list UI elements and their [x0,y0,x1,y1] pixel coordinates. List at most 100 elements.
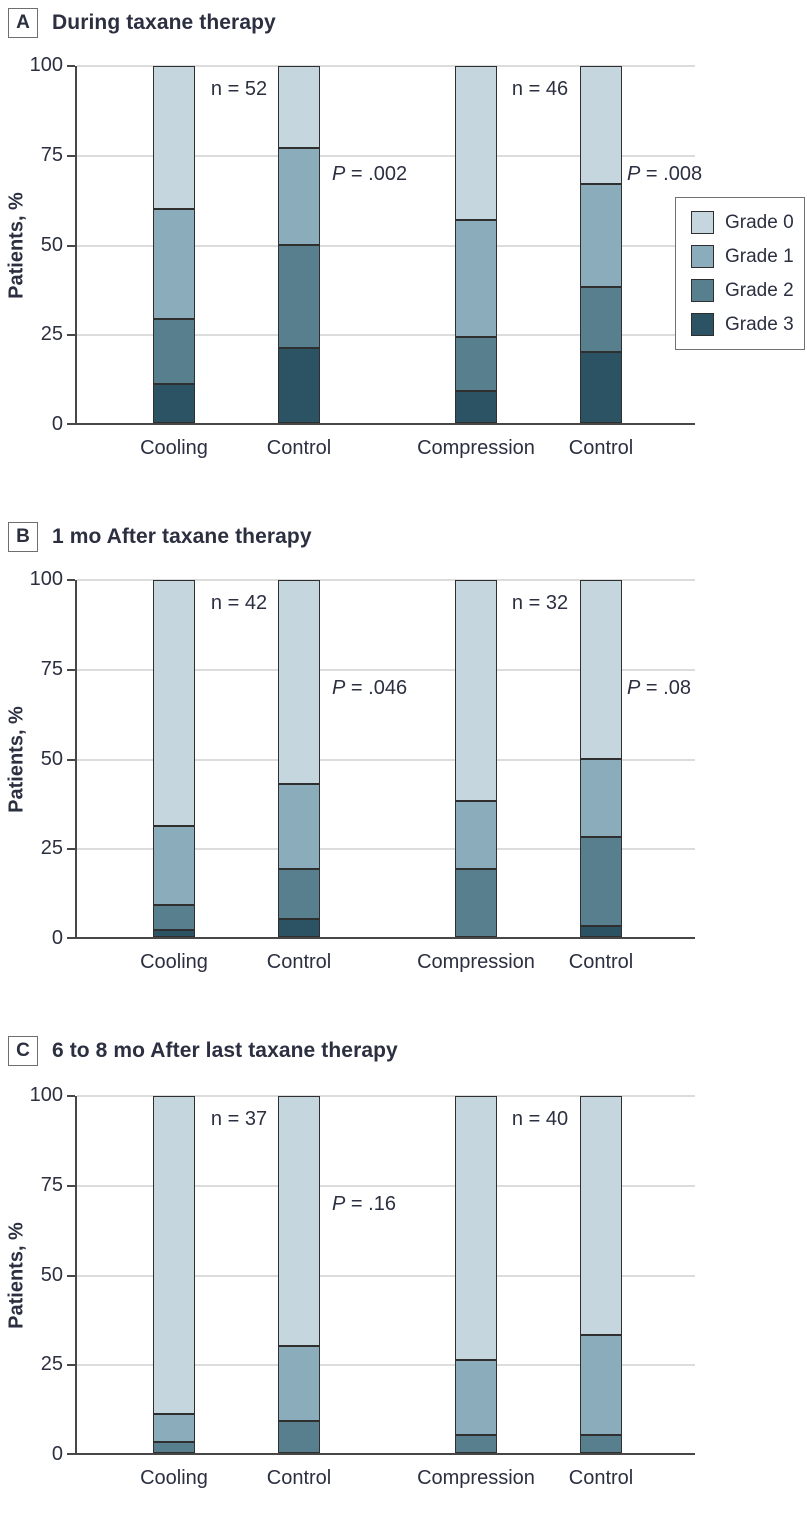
segment-grade-0 [455,66,497,220]
tick-mark-0-b [67,937,75,939]
legend-label-grade-1: Grade 1 [725,245,794,267]
tick-label-0-b: 0 [51,927,63,949]
tick-mark-25-a [67,334,75,337]
n-label-1-b: n = 42 [210,592,268,614]
segment-grade-1 [153,1413,195,1443]
legend-label-grade-3: Grade 3 [725,313,794,335]
segment-grade-1 [278,1345,320,1421]
tick-label-75-a: 75 [40,143,63,166]
gridline-100-a [77,65,695,67]
tick-label-100-b: 100 [29,568,63,590]
segment-grade-1 [278,148,320,245]
p-value-label-1-a: P = .002 [332,163,408,185]
tick-mark-75-b [67,668,75,671]
segment-grade-0 [455,580,497,802]
bar-control-pair2-b [580,580,622,937]
category-label-control-b: Control [568,951,634,973]
tick-label-50-b: 50 [40,747,63,770]
segment-grade-3 [580,351,622,423]
segment-grade-1 [455,219,497,338]
category-label-control-a: Control [266,437,332,459]
segment-grade-1 [153,208,195,320]
gridline-100-c [77,1095,695,1097]
tick-label-0-a: 0 [51,413,63,435]
tick-label-100-a: 100 [29,54,63,76]
segment-grade-0 [153,1096,195,1414]
tick-label-75-b: 75 [40,657,63,680]
segment-grade-1 [278,783,320,870]
tick-label-25-b: 25 [40,837,63,860]
panel-title-c: 6 to 8 mo After last taxane therapy [52,1039,398,1062]
category-label-control-a: Control [568,437,634,459]
gridline-25-b [77,848,695,851]
p-value-label-2-b: P = .08 [627,677,691,699]
segment-grade-0 [153,580,195,827]
bar-control-pair1-c [278,1096,320,1453]
segment-grade-2 [153,1442,195,1453]
panel-header-c: C 6 to 8 mo After last taxane therapy [8,1036,398,1066]
p-italic: P [332,677,346,699]
n-label-2-b: n = 32 [511,592,569,614]
segment-grade-0 [278,1096,320,1346]
gridline-50-c [77,1274,695,1277]
panel-letter-a: A [8,8,38,38]
bar-cooling-pair1-b [153,580,195,937]
panel-header-a: A During taxane therapy [8,8,276,38]
gridline-100-b [77,579,695,581]
plot-area-a: 0 25 50 75 100 Cooling Control Compression Contr… [30,54,702,459]
bar-cooling-pair1-c [153,1096,195,1453]
category-label-control-b: Control [266,951,332,973]
panel-header-b: B 1 mo After taxane therapy [8,522,312,552]
legend-label-grade-0: Grade 0 [725,211,794,233]
segment-grade-2 [153,904,195,930]
segment-grade-2 [580,1435,622,1453]
gridline-50-b [77,758,695,761]
n-label-2-a: n = 46 [511,78,569,100]
p-value-label-1-c: P = .16 [332,1193,396,1215]
segment-grade-1 [455,1360,497,1436]
panel-letter-b: B [8,522,38,552]
bar-control-pair1-a [278,66,320,423]
legend-swatch-grade-2 [691,279,714,302]
segment-grade-3 [278,919,320,937]
segment-grade-1 [580,183,622,288]
n-label-1-a: n = 52 [210,78,268,100]
gridline-25-a [77,334,695,337]
legend-label-grade-2: Grade 2 [725,279,794,301]
legend: Grade 0 Grade 1 Grade 2 Grade 3 [675,197,805,350]
tick-label-75-c: 75 [40,1173,63,1196]
tick-label-50-a: 50 [40,233,63,256]
tick-mark-25-c [67,1364,75,1367]
gridline-75-b [77,668,695,671]
p-value-label-2-a: P = .008 [627,163,703,185]
segment-grade-1 [455,801,497,870]
panel-letter-c: C [8,1036,38,1066]
p-value-label-1-b: P = .046 [332,677,408,699]
tick-mark-100-b [67,579,75,581]
category-label-cooling-a: Cooling [140,437,208,459]
tick-mark-50-b [67,758,75,761]
bar-compression-pair2-b [455,580,497,937]
segment-grade-0 [580,1096,622,1336]
gridline-25-c [77,1364,695,1367]
bar-compression-pair2-a [455,66,497,423]
plot-area-b: 0 25 50 75 100 Cooling Control Compression Contr… [30,568,695,973]
tick-mark-50-c [67,1274,75,1277]
tick-mark-100-c [67,1095,75,1097]
tick-mark-0-c [67,1453,75,1455]
segment-grade-3 [153,929,195,937]
segment-grade-1 [153,826,195,905]
panel-title-b: 1 mo After taxane therapy [52,525,312,548]
tick-mark-100-a [67,65,75,67]
bar-control-pair2-a [580,66,622,423]
tick-label-25-c: 25 [40,1353,63,1376]
tick-mark-75-c [67,1184,75,1187]
segment-grade-3 [580,926,622,937]
segment-grade-3 [153,383,195,423]
category-label-compression-c: Compression [417,1467,535,1489]
segment-grade-0 [580,66,622,184]
segment-grade-2 [455,1435,497,1453]
tick-label-100-c: 100 [29,1084,63,1106]
segment-grade-0 [153,66,195,209]
